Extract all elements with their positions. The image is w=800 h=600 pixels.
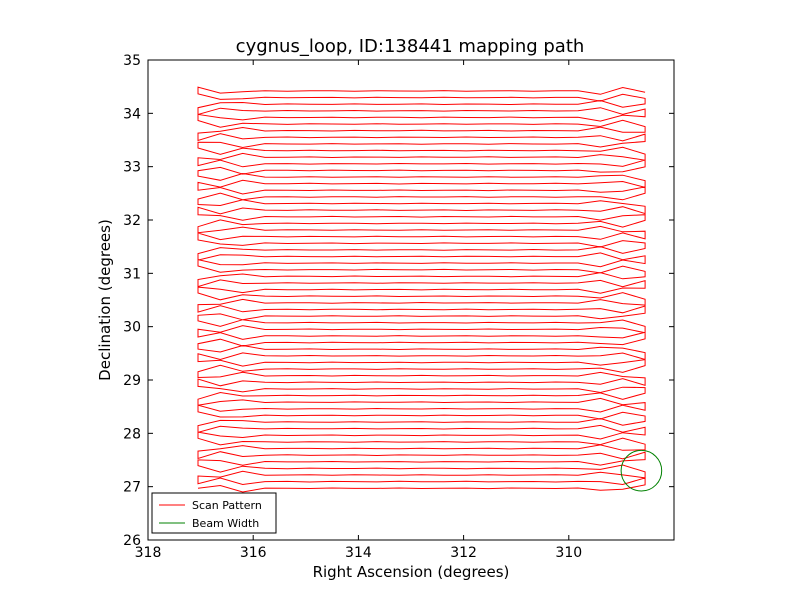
axis-ticks: 318 316 314 312 310 26 27 28 29 30 31 32 33 34 35 — [123, 53, 674, 561]
beam-width-circle — [620, 449, 663, 492]
legend: Scan Pattern Beam Width — [151, 492, 277, 534]
legend-label-scan-pattern: Scan Pattern — [192, 499, 262, 512]
legend-label-beam-width: Beam Width — [192, 517, 259, 530]
legend-box — [151, 492, 277, 534]
x-tick-label: 316 — [240, 545, 267, 561]
y-tick-label: 27 — [123, 480, 141, 496]
y-tick-label: 26 — [123, 533, 141, 549]
y-tick-label: 30 — [123, 320, 141, 336]
x-tick-label: 312 — [450, 545, 477, 561]
x-tick-label: 314 — [345, 545, 372, 561]
y-tick-label: 34 — [123, 106, 141, 122]
y-tick-label: 32 — [123, 213, 141, 229]
y-axis-title: Declination (degrees) — [96, 219, 114, 381]
scan-pattern-line — [197, 86, 646, 493]
plot-frame — [147, 59, 675, 541]
beam-width-series — [620, 449, 663, 492]
x-axis-title: Right Ascension (degrees) — [313, 563, 510, 581]
y-tick-label: 35 — [123, 53, 141, 69]
x-tick-label: 318 — [135, 545, 162, 561]
y-tick-label: 33 — [123, 160, 141, 176]
scan-pattern-series — [197, 86, 646, 493]
x-tick-label: 310 — [555, 545, 582, 561]
y-tick-label: 29 — [123, 373, 141, 389]
y-tick-label: 28 — [123, 426, 141, 442]
chart-title: cygnus_loop, ID:138441 mapping path — [236, 36, 585, 57]
y-tick-label: 31 — [123, 266, 141, 282]
